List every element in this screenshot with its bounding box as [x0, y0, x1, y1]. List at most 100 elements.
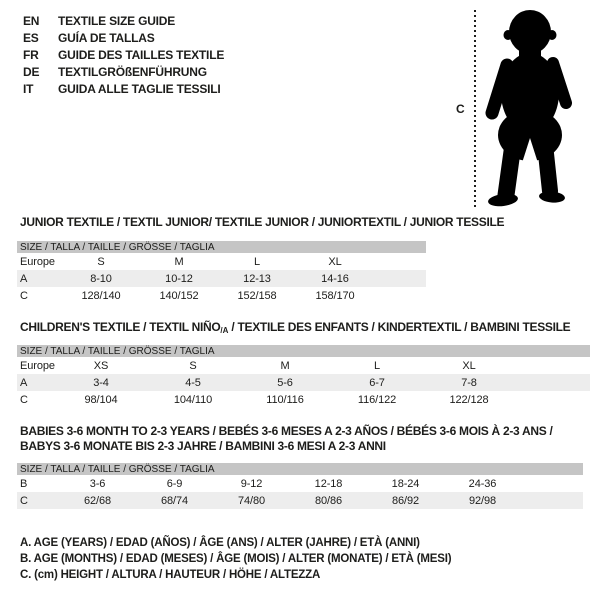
- height-cell: 80/86: [290, 492, 367, 509]
- size-header-bar: SIZE / TALLA / TAILLE / GRÖSSE / TAGLIA: [17, 241, 426, 253]
- title-line: BABIES 3-6 MONTH TO 2-3 YEARS / BEBÉS 3-…: [20, 424, 553, 438]
- height-cell: 140/152: [159, 289, 199, 302]
- age-cell: 7-8: [423, 374, 515, 391]
- size-header-label: SIZE / TALLA / TAILLE / GRÖSSE / TAGLIA: [17, 241, 426, 253]
- title-text: / TEXTILE DES ENFANTS / KINDERTEXTIL / B…: [228, 320, 571, 334]
- height-cell: 86/92: [367, 492, 444, 509]
- filler-cell: [521, 475, 583, 492]
- row-label: C: [20, 289, 28, 302]
- row-label: C: [20, 393, 28, 406]
- size-cell: M: [174, 255, 184, 268]
- age-cell: 18-24: [391, 477, 420, 490]
- height-marker-label: C: [456, 102, 465, 116]
- language-row: IT GUIDA ALLE TAGLIE TESSILI: [23, 81, 224, 98]
- footnote-c: C. (cm) HEIGHT / ALTURA / HAUTEUR / HÖHE…: [20, 569, 321, 581]
- height-cell: 116/122: [357, 393, 397, 406]
- size-header-label: SIZE / TALLA / TAILLE / GRÖSSE / TAGLIA: [17, 345, 590, 357]
- height-dotted-line: [474, 10, 476, 207]
- language-title: GUIDA ALLE TAGLIE TESSILI: [58, 82, 221, 96]
- row-label: Europe: [20, 255, 55, 268]
- filler-cell: [374, 253, 426, 270]
- row-label: A: [17, 374, 55, 391]
- size-cell: L: [253, 255, 261, 268]
- language-list: EN TEXTILE SIZE GUIDE ES GUÍA DE TALLAS FR…: [23, 13, 224, 98]
- junior-size-table: SIZE / TALLA / TAILLE / GRÖSSE / TAGLIA …: [17, 241, 426, 304]
- size-header-bar: SIZE / TALLA / TAILLE / GRÖSSE / TAGLIA: [17, 463, 583, 475]
- language-code: IT: [23, 82, 34, 96]
- filler-cell: [515, 357, 590, 374]
- language-row: ES GUÍA DE TALLAS: [23, 30, 224, 47]
- language-row: FR GUIDE DES TAILLES TEXTILE: [23, 47, 224, 64]
- height-cell: 74/80: [213, 492, 290, 509]
- language-title: TEXTILGRÖßENFÜHRUNG: [58, 65, 207, 79]
- toddler-silhouette-icon: [485, 10, 572, 207]
- junior-table-title: JUNIOR TEXTILE / TEXTIL JUNIOR/ TEXTILE …: [20, 215, 505, 229]
- height-cell: 110/116: [266, 393, 304, 406]
- babies-size-table: SIZE / TALLA / TAILLE / GRÖSSE / TAGLIA …: [17, 463, 583, 509]
- age-cell: 6-7: [331, 374, 423, 391]
- babies-table-title: BABIES 3-6 MONTH TO 2-3 YEARS / BEBÉS 3-…: [20, 424, 553, 454]
- filler-cell: [521, 492, 583, 509]
- height-cell: 98/104: [84, 393, 118, 406]
- age-cell: 5-6: [239, 374, 331, 391]
- footnotes: A. AGE (YEARS) / EDAD (AÑOS) / ÂGE (ANS)…: [20, 535, 452, 583]
- age-cell: 24-36: [468, 477, 497, 490]
- row-label: A: [17, 270, 62, 287]
- size-header-label: SIZE / TALLA / TAILLE / GRÖSSE / TAGLIA: [17, 463, 583, 475]
- height-cell: 122/128: [449, 393, 489, 406]
- table-row: C 128/140 140/152 152/158 158/170: [17, 287, 426, 304]
- table-row: C 62/68 68/74 74/80 80/86 86/92 92/98: [17, 492, 583, 509]
- title-line: BABYS 3-6 MONATE BIS 2-3 JAHRE / BAMBINI…: [20, 439, 386, 453]
- language-code: DE: [23, 65, 40, 79]
- size-header-bar: SIZE / TALLA / TAILLE / GRÖSSE / TAGLIA: [17, 345, 590, 357]
- age-cell: 3-4: [55, 374, 147, 391]
- language-code: EN: [23, 14, 40, 28]
- language-title: TEXTILE SIZE GUIDE: [58, 14, 176, 28]
- size-cell: L: [373, 359, 381, 372]
- title-subscript: /A: [220, 326, 229, 335]
- children-size-table: SIZE / TALLA / TAILLE / GRÖSSE / TAGLIA …: [17, 345, 590, 408]
- language-code: FR: [23, 48, 39, 62]
- height-cell: 92/98: [444, 492, 521, 509]
- table-row: Europe XS S M L XL: [17, 357, 590, 374]
- size-cell: XL: [462, 359, 476, 372]
- age-cell: 9-12: [240, 477, 263, 490]
- age-cell: 12-13: [218, 270, 296, 287]
- height-cell: 62/68: [59, 492, 136, 509]
- footnote-a: A. AGE (YEARS) / EDAD (AÑOS) / ÂGE (ANS)…: [20, 537, 420, 549]
- language-title: GUÍA DE TALLAS: [58, 31, 155, 45]
- size-cell: M: [280, 359, 290, 372]
- table-row: A 8-10 10-12 12-13 14-16: [17, 270, 426, 287]
- height-cell: 104/110: [173, 393, 213, 406]
- age-cell: 3-6: [89, 477, 106, 490]
- height-cell: 68/74: [136, 492, 213, 509]
- language-row: DE TEXTILGRÖßENFÜHRUNG: [23, 64, 224, 81]
- size-cell: XS: [93, 359, 109, 372]
- table-row: Europe S M L XL: [17, 253, 426, 270]
- row-label: C: [17, 492, 59, 509]
- table-row: A 3-4 4-5 5-6 6-7 7-8: [17, 374, 590, 391]
- filler-cell: [515, 391, 590, 408]
- table-row: C 98/104 104/110 110/116 116/122 122/128: [17, 391, 590, 408]
- footnote-b: B. AGE (MONTHS) / EDAD (MESES) / ÂGE (MO…: [20, 553, 452, 565]
- age-cell: 6-9: [166, 477, 183, 490]
- filler-cell: [515, 374, 590, 391]
- height-cell: 158/170: [315, 289, 355, 302]
- language-title: GUIDE DES TAILLES TEXTILE: [58, 48, 225, 62]
- size-cell: S: [189, 359, 197, 372]
- size-cell: S: [97, 255, 105, 268]
- children-table-title: CHILDREN'S TEXTILE / TEXTIL NIÑO/A / TEX…: [20, 320, 571, 338]
- row-label: B: [20, 477, 28, 490]
- language-row: EN TEXTILE SIZE GUIDE: [23, 13, 224, 30]
- age-cell: 12-18: [314, 477, 343, 490]
- age-cell: 8-10: [62, 270, 140, 287]
- age-cell: 4-5: [147, 374, 239, 391]
- age-cell: 10-12: [140, 270, 218, 287]
- title-text: CHILDREN'S TEXTILE / TEXTIL NIÑO: [20, 320, 221, 334]
- filler-cell: [374, 270, 426, 287]
- height-cell: 152/158: [237, 289, 277, 302]
- table-row: B 3-6 6-9 9-12 12-18 18-24 24-36: [17, 475, 583, 492]
- filler-cell: [374, 287, 426, 304]
- height-cell: 128/140: [81, 289, 121, 302]
